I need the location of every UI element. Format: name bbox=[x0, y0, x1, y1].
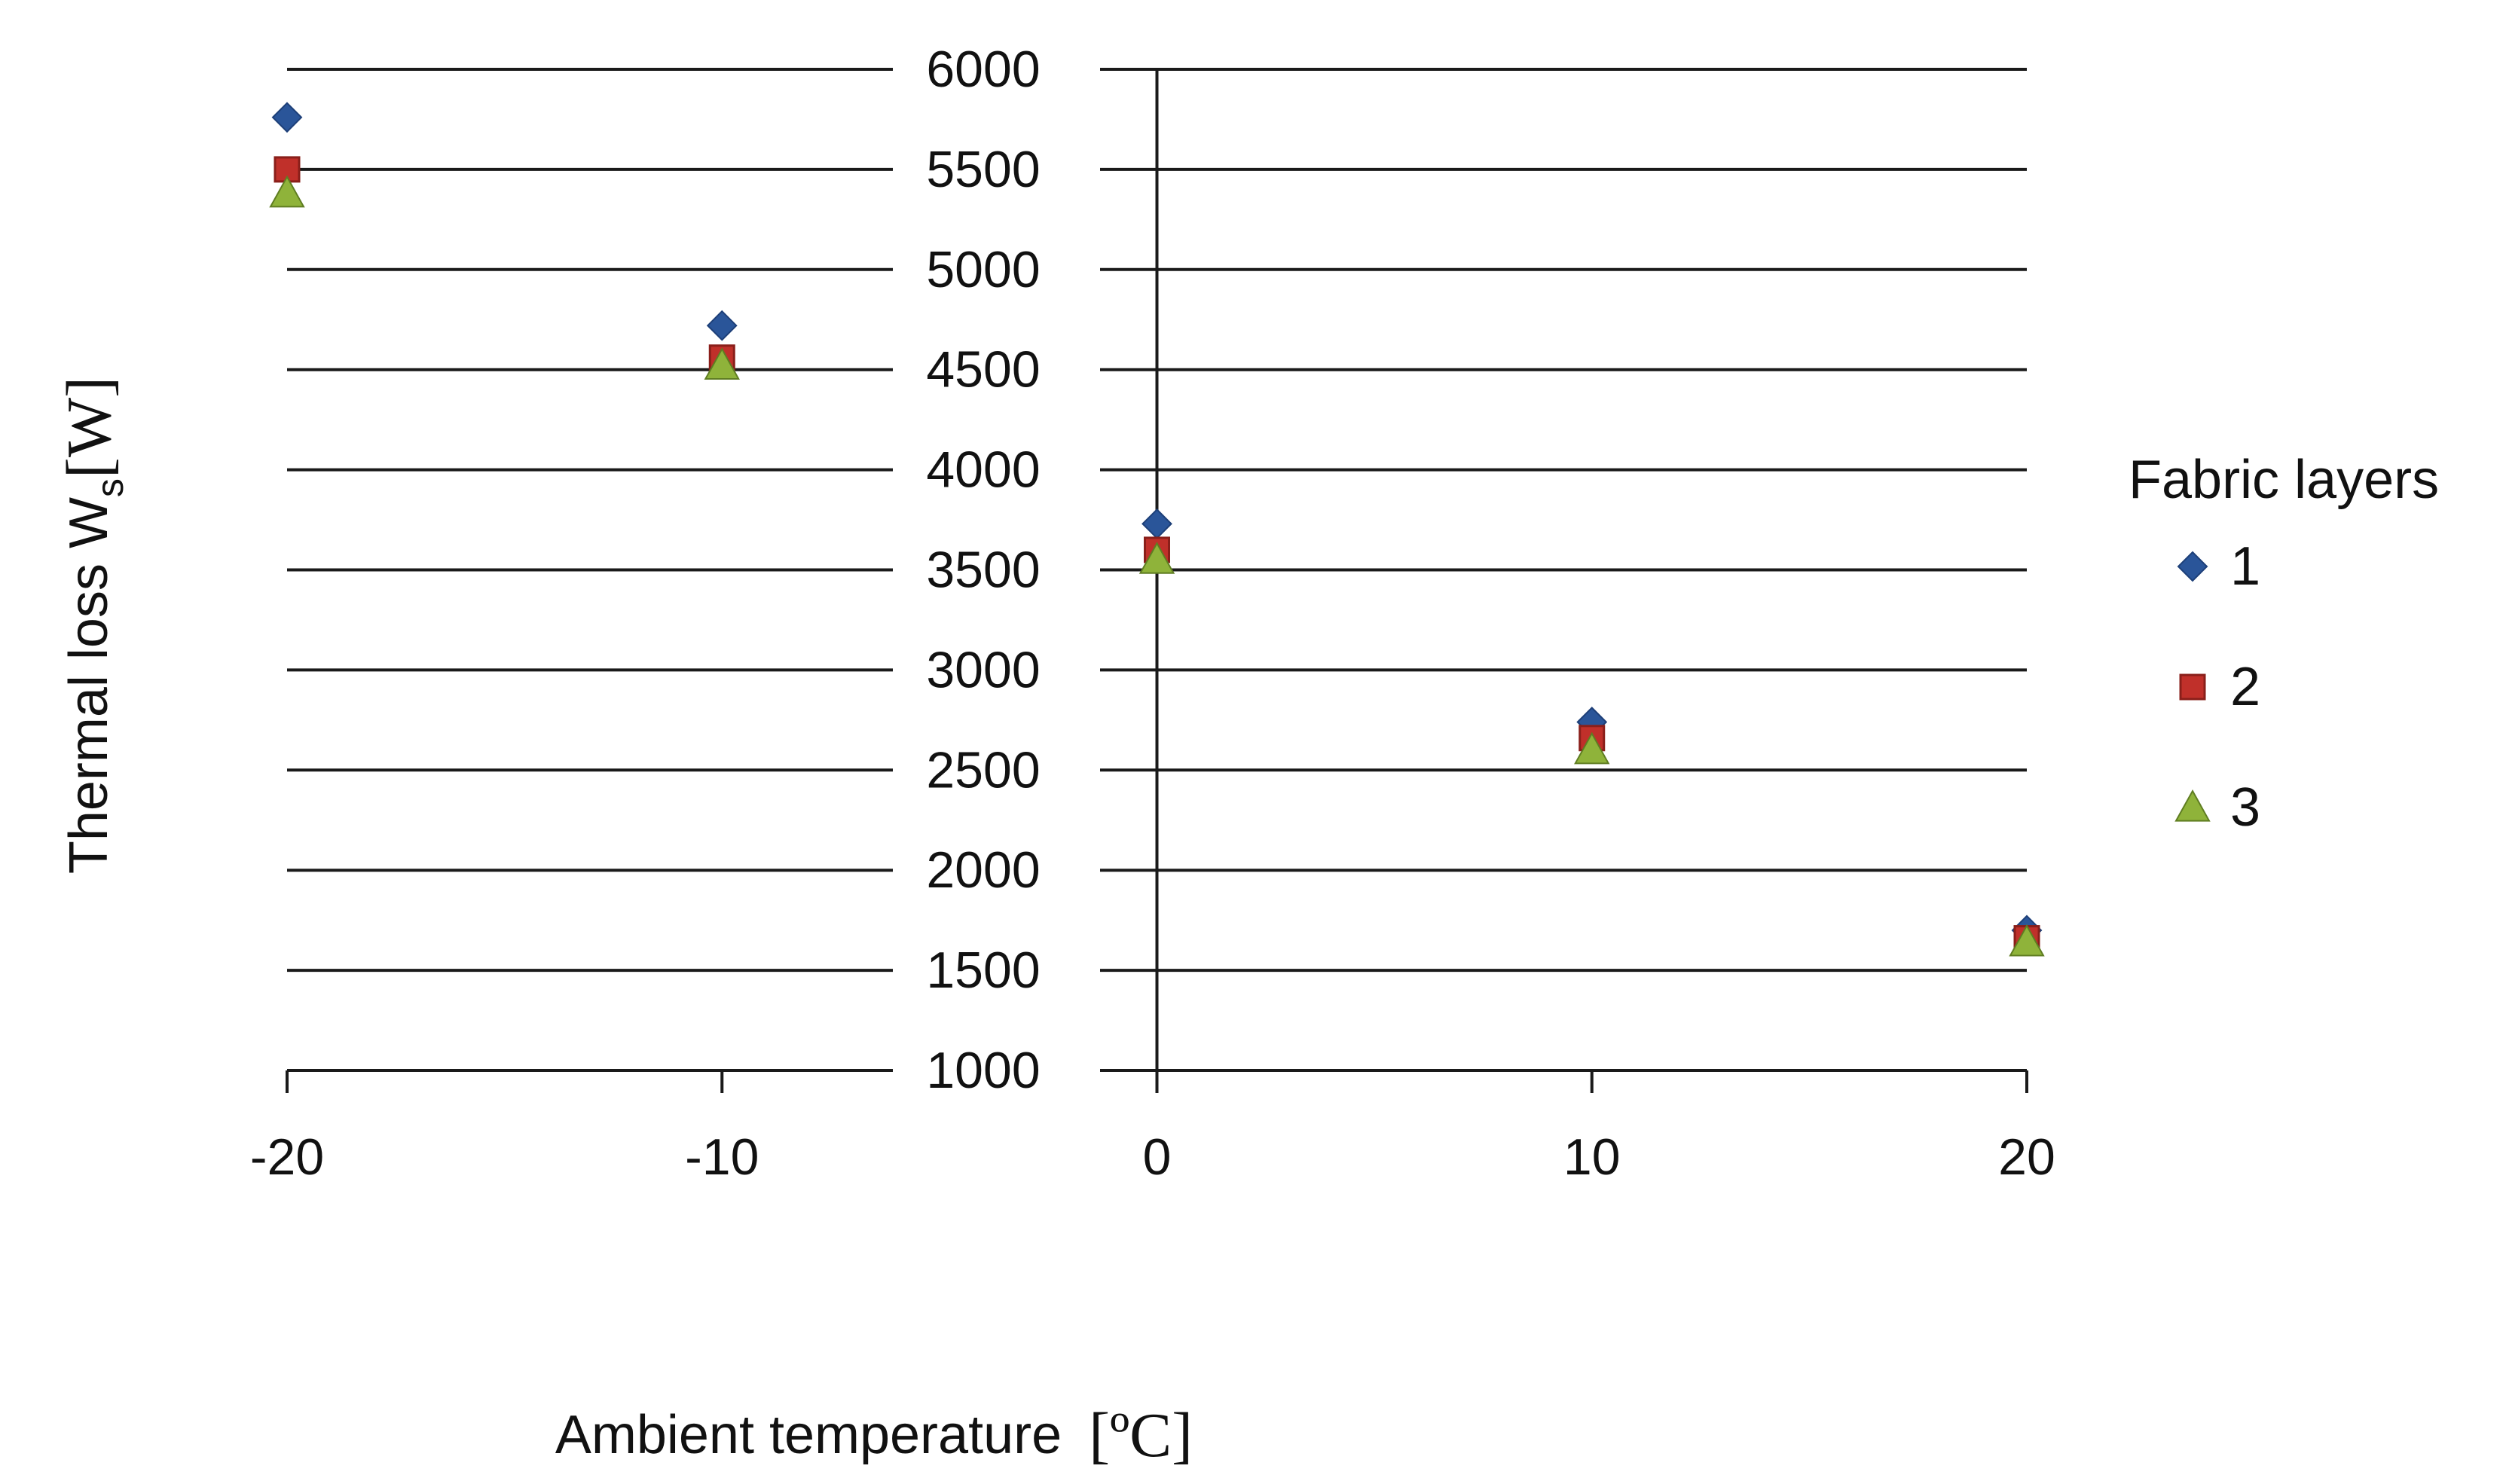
y-tick-label-6000: 6000 bbox=[926, 41, 1040, 98]
y-axis-title-subscript: s bbox=[89, 478, 131, 497]
legend: Fabric layers 1 2 3 bbox=[2129, 450, 2439, 838]
point-layer-3-x10 bbox=[1574, 731, 1610, 765]
y-axis-title-text: Thermal loss W bbox=[59, 497, 119, 874]
legend-label-3: 3 bbox=[2230, 777, 2260, 838]
y-tick-label-3500: 3500 bbox=[926, 542, 1040, 599]
y-tick-label-bg-4500 bbox=[893, 336, 1100, 403]
y-axis-title: Thermal loss Ws[W] bbox=[54, 377, 132, 874]
point-layer-3-x-20 bbox=[269, 175, 305, 208]
y-tick-label-5500: 5500 bbox=[926, 141, 1040, 198]
point-layer-3-x0 bbox=[1138, 542, 1175, 574]
x-axis-title: Ambient temperature [ºC] bbox=[555, 1400, 1193, 1470]
y-tick-label-3000: 3000 bbox=[926, 641, 1040, 698]
legend-title: Fabric layers bbox=[2129, 450, 2439, 510]
y-tick-label-1500: 1500 bbox=[926, 942, 1040, 999]
y-tick-label-bg-3500 bbox=[893, 536, 1100, 603]
y-tick-label-bg-4000 bbox=[893, 436, 1100, 503]
point-layer-1-x-10 bbox=[706, 310, 738, 341]
y-tick-label-bg-1500 bbox=[893, 937, 1100, 1004]
point-layer-3-x20 bbox=[2009, 924, 2045, 957]
point-layer-3-x-10 bbox=[704, 347, 740, 380]
y-tick-labels: 1000 1500 2000 2500 3000 3500 4000 4500 5000 5500… bbox=[893, 36, 1100, 1104]
data-points bbox=[269, 102, 2045, 957]
point-layer-1-x0 bbox=[1141, 508, 1172, 539]
legend-marker-2 bbox=[2179, 673, 2206, 701]
x-tick-label--10: -10 bbox=[685, 1128, 759, 1186]
y-tick-label-5000: 5000 bbox=[926, 241, 1040, 298]
y-tick-label-2500: 2500 bbox=[926, 741, 1040, 798]
svg-text:Ambient temperature[ºC]: Ambient temperature [ºC] bbox=[555, 1400, 1193, 1470]
x-tick-label-20: 20 bbox=[1998, 1128, 2055, 1186]
chart-axes bbox=[286, 69, 2028, 1093]
y-tick-label-bg-1000 bbox=[893, 1037, 1100, 1104]
x-tick-labels: -20 -10 0 10 20 bbox=[250, 1128, 2055, 1186]
y-axis-title-unit: [W] bbox=[54, 377, 124, 478]
y-tick-label-bg-2000 bbox=[893, 837, 1100, 904]
point-layer-1-x-20 bbox=[271, 102, 303, 133]
y-tick-label-bg-5500 bbox=[893, 136, 1100, 203]
x-axis-title-text: Ambient temperature bbox=[555, 1405, 1062, 1465]
y-tick-label-bg-2500 bbox=[893, 737, 1100, 804]
y-tick-label-bg-5000 bbox=[893, 236, 1100, 303]
y-tick-label-2000: 2000 bbox=[926, 841, 1040, 899]
x-tick-label--20: -20 bbox=[250, 1128, 324, 1186]
x-tick-label-0: 0 bbox=[1143, 1128, 1172, 1186]
x-tick-label-10: 10 bbox=[1563, 1128, 1621, 1186]
legend-label-2: 2 bbox=[2230, 657, 2260, 717]
x-axis-title-unit: [ºC] bbox=[1089, 1400, 1193, 1470]
y-tick-label-bg-3000 bbox=[893, 637, 1100, 704]
y-tick-label-bg-6000 bbox=[893, 36, 1100, 102]
legend-marker-1 bbox=[2177, 551, 2208, 582]
y-tick-label-4000: 4000 bbox=[926, 441, 1040, 499]
legend-marker-3 bbox=[2174, 789, 2211, 822]
svg-text:Thermal loss Ws[W]: Thermal loss Ws[W] bbox=[54, 377, 132, 874]
y-tick-label-4500: 4500 bbox=[926, 341, 1040, 398]
legend-label-1: 1 bbox=[2230, 536, 2260, 597]
y-tick-label-1000: 1000 bbox=[926, 1042, 1040, 1099]
